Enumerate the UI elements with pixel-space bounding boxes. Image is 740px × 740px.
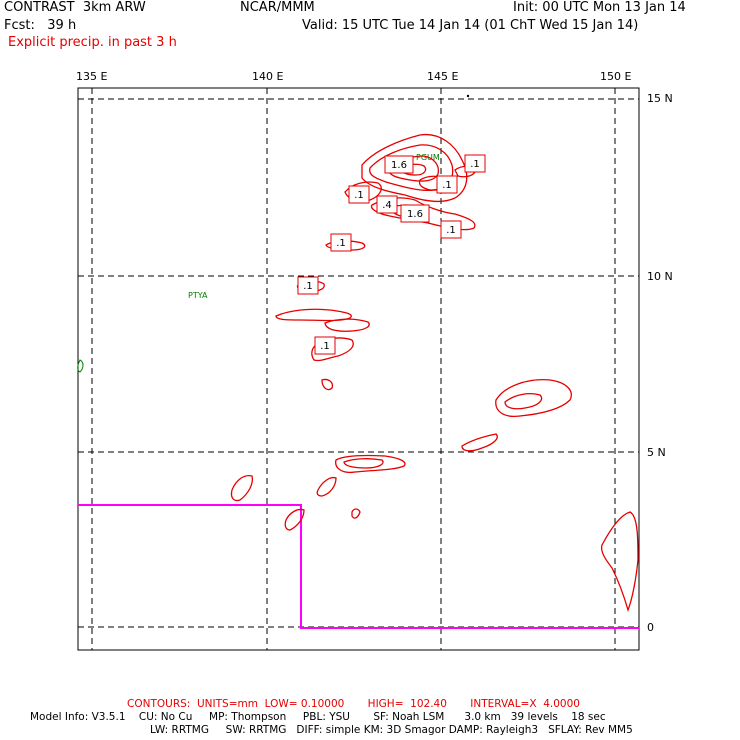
contour-label: 1.6 xyxy=(384,155,414,174)
model-info: Model Info: V3.5.1 CU: No Cu MP: Thompso… xyxy=(30,711,606,723)
contour-label: .1 xyxy=(314,336,336,355)
lon-label-145: 145 E xyxy=(427,70,459,83)
contour-82n xyxy=(321,378,334,391)
forecast-hour: Fcst: 39 h xyxy=(4,18,77,33)
graticule xyxy=(78,88,639,650)
lat-label-5n: 5 N xyxy=(647,446,666,459)
precip-contours xyxy=(230,133,639,613)
valid-time: Valid: 15 UTC Tue 14 Jan 14 (01 ChT Wed … xyxy=(302,18,639,33)
contour-36n xyxy=(284,508,305,531)
map-frame xyxy=(77,87,640,651)
contour-label: .1 xyxy=(440,220,462,239)
contour-90n xyxy=(324,318,370,332)
contour-42n xyxy=(316,476,337,497)
contour-53n xyxy=(461,433,498,452)
contour-label-text: 1.6 xyxy=(407,209,423,220)
lat-label-15n: 15 N xyxy=(647,92,673,105)
contour-label-text: .1 xyxy=(470,159,480,170)
lat-label-10n: 10 N xyxy=(647,270,673,283)
org-label: NCAR/MMM xyxy=(240,0,315,15)
model-info-physics: LW: RRTMG SW: RRTMG DIFF: simple KM: 3D … xyxy=(150,724,633,736)
contour-label-text: 1.6 xyxy=(391,160,407,171)
field-title: Explicit precip. in past 3 h xyxy=(8,35,177,50)
contour-67n-inner xyxy=(504,393,543,410)
contour-label: .1 xyxy=(348,185,370,204)
contour-labels: 1.6 .1 .1 .1 .4 1.6 .1 .1 .1 .1 xyxy=(297,154,486,355)
contour-42n-west xyxy=(230,474,254,502)
contour-36n-small xyxy=(351,508,361,519)
contour-86n xyxy=(311,337,354,362)
contour-label-text: .1 xyxy=(303,281,313,292)
contour-label: 1.6 xyxy=(400,204,430,223)
contour-label-text: .1 xyxy=(442,180,452,191)
contour-67n xyxy=(495,379,572,418)
contour-label: .1 xyxy=(436,175,458,194)
station-label-north: PGUM xyxy=(416,153,440,162)
station-label-ptya: PTYA xyxy=(188,291,208,300)
lon-label-140: 140 E xyxy=(252,70,284,83)
lon-label-135: 135 E xyxy=(76,70,108,83)
contour-47n-inner xyxy=(343,458,384,469)
lat-label-0: 0 xyxy=(647,621,654,634)
island-dot-north xyxy=(466,94,470,98)
contour-label-text: .4 xyxy=(382,200,392,211)
contour-47n xyxy=(335,454,406,474)
contour-label: .4 xyxy=(376,195,398,214)
contours-info: CONTOURS: UNITS=mm LOW= 0.10000 HIGH= 10… xyxy=(127,698,580,710)
contour-label-text: .1 xyxy=(320,341,330,352)
contour-92n xyxy=(275,308,352,322)
contour-east-edge xyxy=(600,511,639,613)
lon-label-150: 150 E xyxy=(600,70,632,83)
contour-label: .1 xyxy=(297,276,319,295)
model-title: CONTRAST 3km ARW xyxy=(4,0,146,15)
contour-label: .1 xyxy=(330,233,352,252)
contour-label-text: .1 xyxy=(446,225,456,236)
contour-label: .1 xyxy=(464,154,486,173)
domain-boundary xyxy=(78,504,639,629)
init-time: Init: 00 UTC Mon 13 Jan 14 xyxy=(513,0,686,15)
contour-label-text: .1 xyxy=(336,238,346,249)
contour-label-text: .1 xyxy=(354,190,364,201)
island-outline-west xyxy=(77,359,84,373)
